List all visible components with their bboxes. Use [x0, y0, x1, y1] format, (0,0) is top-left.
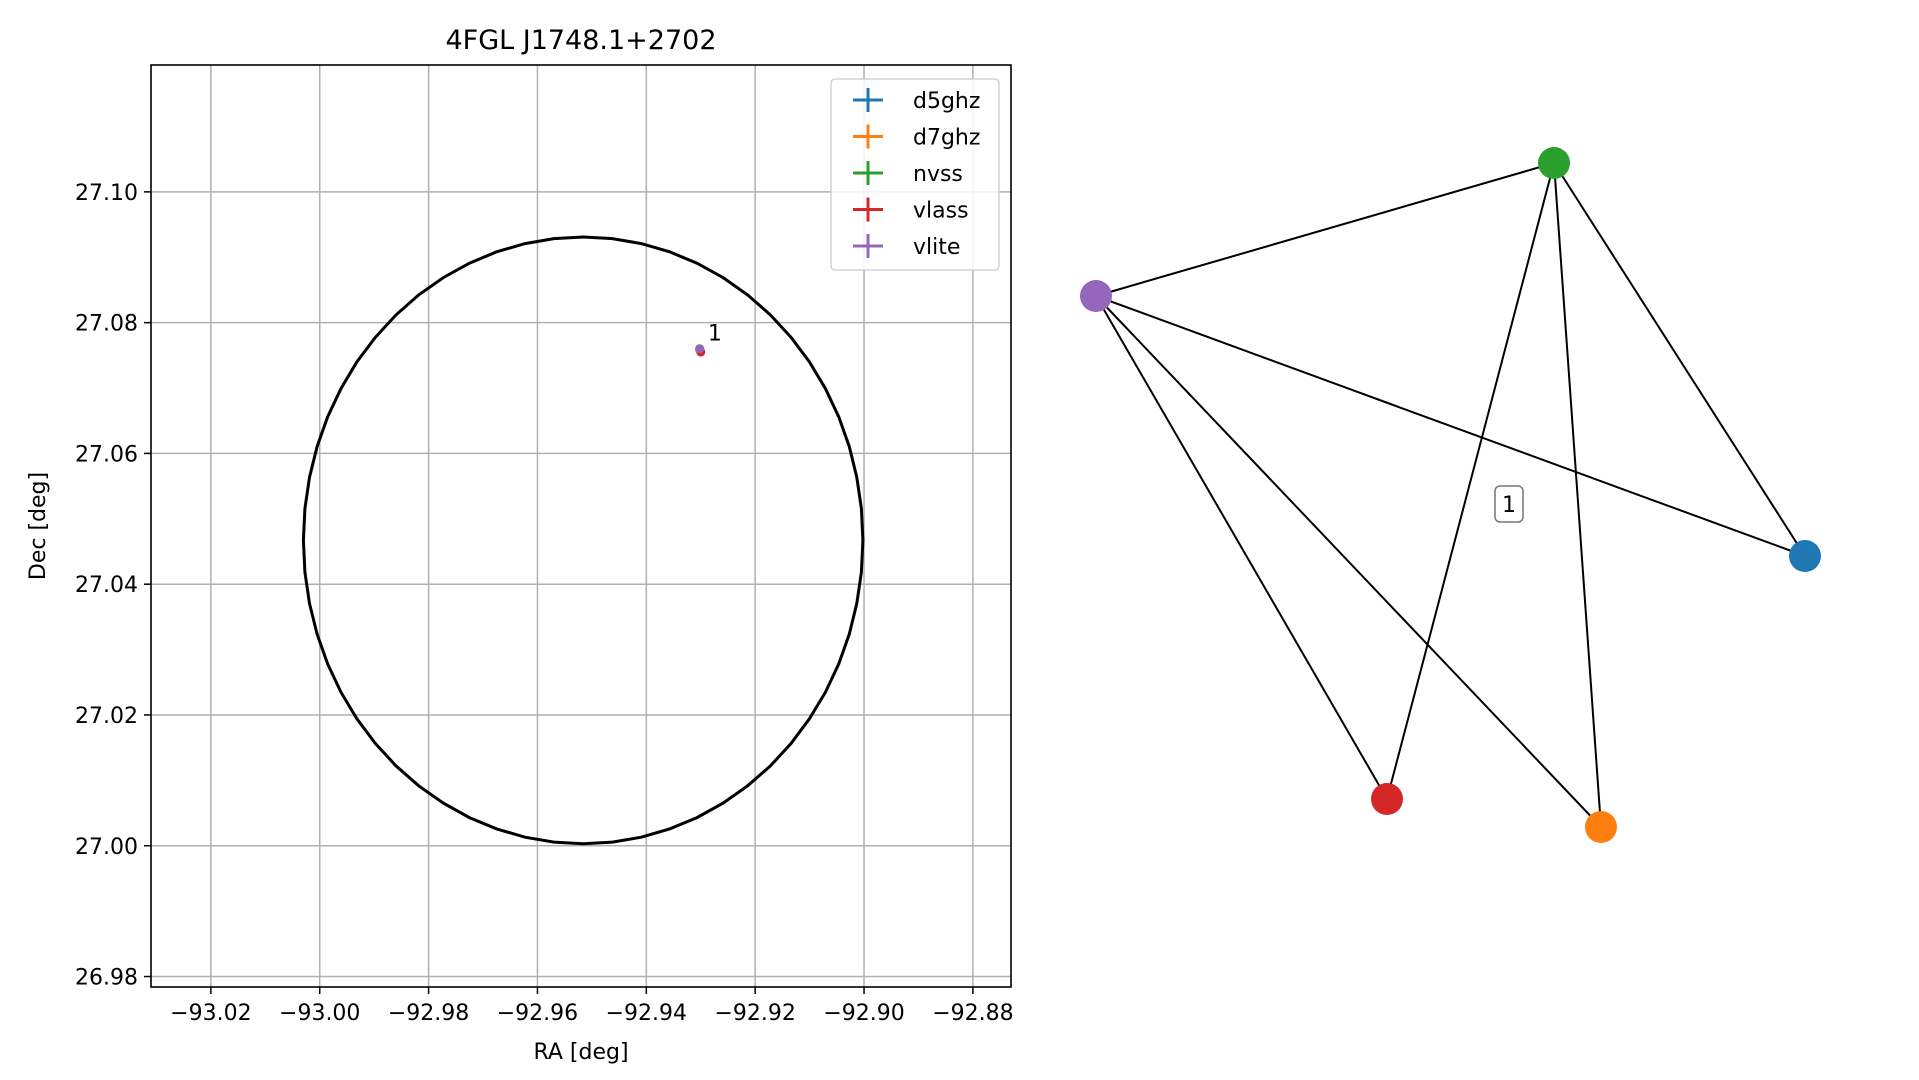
- point-annotation: 1: [708, 321, 722, 346]
- network-graph: 1: [1080, 147, 1821, 843]
- x-tick-label: −93.00: [279, 1001, 360, 1026]
- nodes-layer: [1080, 147, 1821, 843]
- x-tick-label: −92.98: [388, 1001, 469, 1026]
- x-tick-label: −93.02: [170, 1001, 251, 1026]
- localization-ellipse: [301, 235, 865, 846]
- x-tick-label: −92.88: [932, 1001, 1013, 1026]
- y-axis-ticks: 26.98 27.00 27.02 27.04 27.06 27.08 27.10: [75, 181, 151, 991]
- y-tick-label: 27.06: [75, 442, 138, 467]
- y-tick-label: 27.10: [75, 181, 138, 206]
- legend-label: nvss: [913, 162, 963, 187]
- x-axis-ticks: −93.02 −93.00 −92.98 −92.96 −92.94 −92.92 −92.…: [170, 987, 1014, 1026]
- ellipse-layer: [301, 235, 865, 846]
- node-vlite: [1080, 280, 1112, 312]
- edge-vlite-d7ghz: [1095, 295, 1602, 828]
- legend-item-nvss: nvss: [853, 161, 963, 187]
- edge-vlite-vlass: [1095, 295, 1388, 800]
- annotation-layer: 1: [708, 321, 722, 346]
- legend-item-d7ghz: d7ghz: [853, 124, 980, 151]
- group-label-box: [1494, 485, 1524, 523]
- legend-item-vlass: vlass: [853, 197, 969, 224]
- legend-box: [830, 78, 1000, 271]
- y-tick-label: 26.98: [75, 966, 138, 991]
- node-d5ghz: [1789, 540, 1821, 572]
- node-d7ghz: [1585, 811, 1617, 843]
- edge-nvss-vlass: [1386, 162, 1555, 800]
- y-tick-label: 27.02: [75, 704, 138, 729]
- sky-plot: 1 −93.02 −93.00 −92.98 −92.96 −92.94 −92.92 −9…: [26, 25, 1014, 1065]
- x-axis-label: RA [deg]: [533, 1040, 628, 1065]
- legend-label: d5ghz: [913, 89, 980, 114]
- node-vlass: [1371, 783, 1403, 815]
- point-vlite: [695, 344, 705, 354]
- legend-label: vlass: [913, 199, 969, 224]
- x-tick-label: −92.90: [823, 1001, 904, 1026]
- group-label: 1: [1494, 485, 1524, 523]
- points-layer: [695, 344, 706, 357]
- legend-label: d7ghz: [913, 126, 980, 151]
- legend: d5ghz d7ghz nvss vlass vlite: [830, 78, 1000, 271]
- node-nvss: [1538, 147, 1570, 179]
- legend-item-vlite: vlite: [853, 234, 960, 260]
- plot-frame: [150, 64, 1012, 988]
- edge-nvss-d7ghz: [1553, 162, 1602, 828]
- legend-label: vlite: [913, 235, 960, 260]
- x-tick-label: −92.96: [497, 1001, 578, 1026]
- group-label-text: 1: [1502, 493, 1516, 518]
- y-tick-label: 27.00: [75, 835, 138, 860]
- edge-vlite-nvss: [1095, 162, 1555, 297]
- edges-layer: [1095, 162, 1806, 828]
- y-axis-label: Dec [deg]: [26, 472, 51, 580]
- edge-vlite-d5ghz: [1095, 295, 1806, 557]
- edge-nvss-d5ghz: [1553, 162, 1806, 557]
- x-tick-label: −92.94: [606, 1001, 687, 1026]
- y-tick-label: 27.04: [75, 573, 138, 598]
- x-tick-label: −92.92: [714, 1001, 795, 1026]
- y-tick-label: 27.08: [75, 312, 138, 337]
- chart-title: 4FGL J1748.1+2702: [445, 25, 716, 56]
- legend-item-d5ghz: d5ghz: [853, 88, 980, 114]
